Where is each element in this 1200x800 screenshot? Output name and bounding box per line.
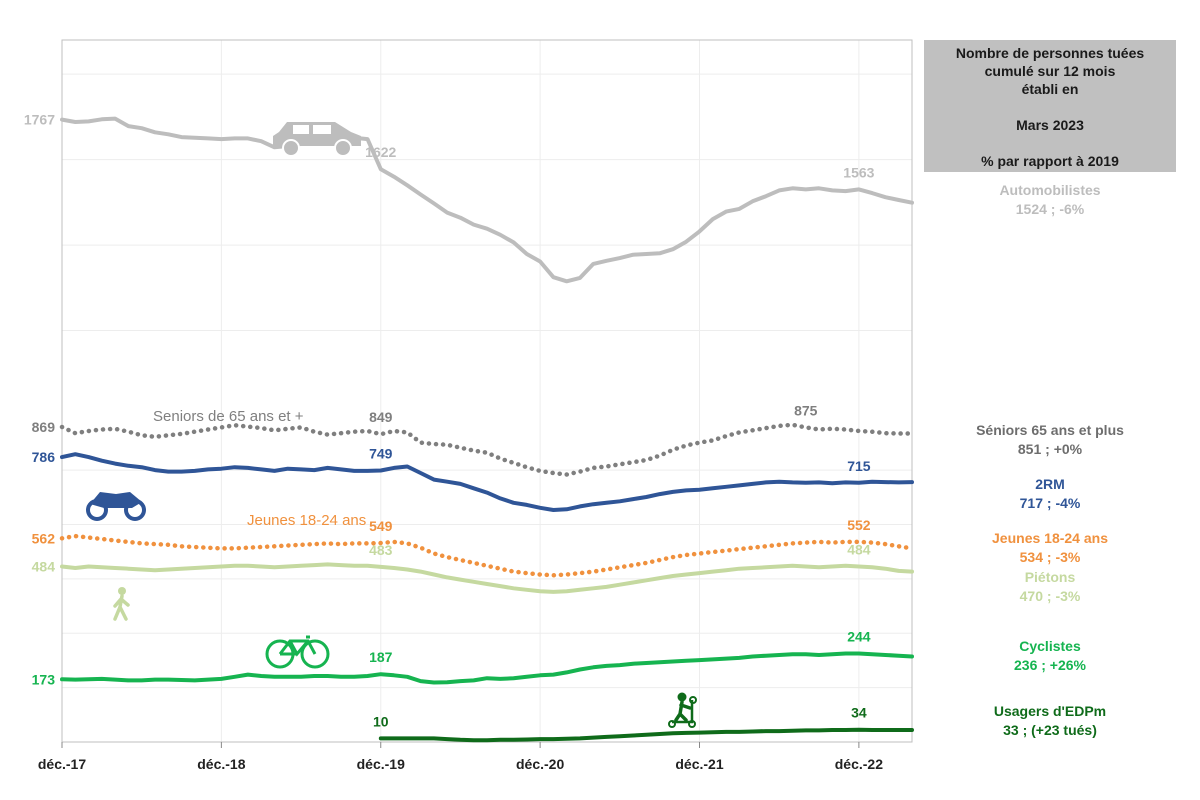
point-label-auto: 1622	[365, 144, 396, 160]
series-line-cyclistes	[60, 651, 914, 685]
legend-value: 33 ; (+23 tués)	[1003, 722, 1097, 738]
annotation-seniors: Seniors de 65 ans et +	[153, 408, 304, 425]
pedestrian-icon	[113, 587, 130, 621]
legend-pietons: Piétons 470 ; -3%	[924, 568, 1176, 606]
legend-name: Piétons	[1024, 569, 1076, 585]
info-box-line: établi en	[1021, 81, 1079, 97]
point-label-seniors: 875	[794, 402, 818, 418]
info-box: Nombre de personnes tuées cumulé sur 12 …	[924, 40, 1176, 172]
start-label-pietons: 484	[32, 559, 56, 575]
legend-name: Jeunes 18-24 ans	[992, 530, 1108, 546]
legend-edpm: Usagers d'EDPm 33 ; (+23 tués)	[924, 702, 1176, 740]
point-label-jeunes: 549	[369, 518, 393, 534]
series-line-pietons	[60, 562, 914, 594]
info-box-line: Nombre de personnes tuées	[955, 45, 1145, 61]
point-label-pietons: 483	[369, 542, 393, 558]
plot-area-frame	[61, 39, 913, 743]
x-tick-label: déc.-18	[197, 756, 245, 772]
legend-value: 851 ; +0%	[1017, 441, 1083, 457]
annotation-jeunes: Jeunes 18-24 ans	[247, 512, 366, 529]
legend-name: Cyclistes	[1019, 638, 1081, 654]
start-label-2rm: 786	[32, 449, 56, 465]
info-box-line: cumulé sur 12 mois	[984, 63, 1116, 79]
series-icons	[86, 122, 697, 728]
series-line-auto	[60, 116, 914, 284]
point-label-jeunes: 552	[847, 517, 871, 533]
x-tick-label: déc.-21	[675, 756, 723, 772]
legend-value: 236 ; +26%	[1014, 657, 1086, 673]
point-label-seniors: 849	[369, 409, 393, 425]
point-label-cyclistes: 187	[369, 649, 393, 665]
x-tick-label: déc.-19	[357, 756, 405, 772]
point-label-edpm: 34	[851, 705, 867, 721]
start-label-seniors: 869	[32, 419, 56, 435]
point-label-2rm: 749	[369, 445, 393, 461]
bicycle-icon	[265, 635, 330, 669]
scooter-icon	[668, 692, 697, 728]
legend-value: 534 ; -3%	[1019, 549, 1081, 565]
point-label-auto: 1563	[843, 164, 874, 180]
legend-seniors: Séniors 65 ans et plus 851 ; +0%	[924, 421, 1176, 459]
legend-name: Usagers d'EDPm	[993, 703, 1107, 719]
legend-name: Automobilistes	[999, 182, 1101, 198]
x-tick-label: déc.-17	[38, 756, 86, 772]
motorcycle-icon	[86, 492, 146, 521]
series-line-seniors	[59, 422, 915, 477]
legend-value: 717 ; -4%	[1019, 495, 1081, 511]
start-label-auto: 1767	[24, 112, 55, 128]
point-label-pietons: 484	[847, 542, 871, 558]
car-icon	[273, 122, 361, 157]
x-axis-ticks: déc.-17 déc.-18 déc.-19 déc.-20 déc.-21 déc.-…	[38, 742, 883, 772]
point-label-2rm: 715	[847, 458, 871, 474]
series-line-jeunes	[59, 533, 915, 578]
series-lines	[59, 116, 915, 743]
legend-jeunes: Jeunes 18-24 ans 534 ; -3%	[924, 529, 1176, 567]
legend-name: 2RM	[1035, 476, 1065, 492]
legend-cyclistes: Cyclistes 236 ; +26%	[924, 637, 1176, 675]
point-label-edpm: 10	[373, 713, 389, 729]
legend-name: Séniors 65 ans et plus	[976, 422, 1124, 438]
info-box-line: Mars 2023	[1016, 117, 1084, 133]
x-tick-label: déc.-20	[516, 756, 564, 772]
point-label-cyclistes: 244	[847, 629, 871, 645]
info-box-line	[924, 134, 1176, 152]
series-line-2rm	[60, 452, 914, 512]
legend-value: 1524 ; -6%	[1015, 201, 1085, 217]
series-line-edpm	[378, 727, 914, 743]
data-labels: 1767 1622 1563 869 849 875 786 749 715 562 549 552 4…	[24, 112, 875, 730]
start-label-jeunes: 562	[32, 530, 56, 546]
legend-2rm: 2RM 717 ; -4%	[924, 475, 1176, 513]
legend-value: 470 ; -3%	[1019, 588, 1081, 604]
x-tick-label: déc.-22	[835, 756, 883, 772]
info-box-line: % par rapport à 2019	[981, 153, 1119, 169]
legend-automobilistes: Automobilistes 1524 ; -6%	[924, 181, 1176, 219]
start-label-cyclistes: 173	[32, 671, 56, 687]
grid	[61, 40, 912, 742]
info-box-line	[924, 98, 1176, 116]
